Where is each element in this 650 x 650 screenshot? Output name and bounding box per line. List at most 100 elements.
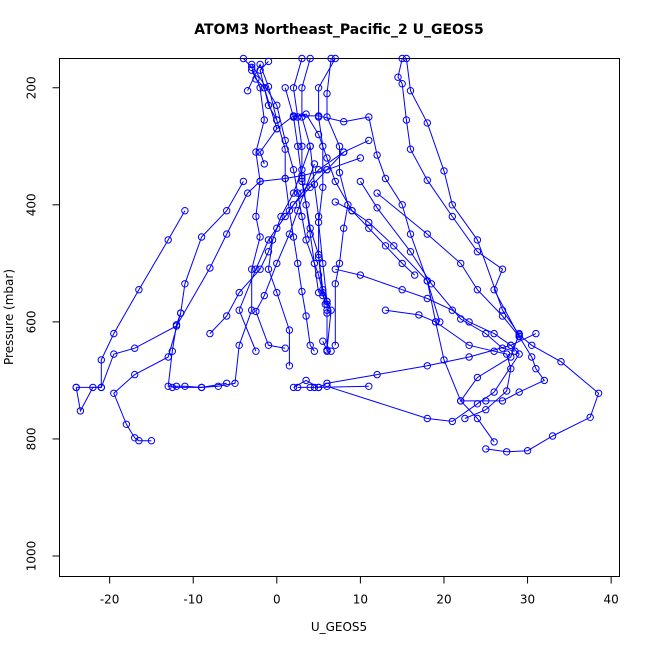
data-point xyxy=(273,259,281,268)
x-axis-label: U_GEOS5 xyxy=(311,620,367,634)
data-point xyxy=(314,383,323,392)
data-point xyxy=(298,189,306,197)
data-point xyxy=(97,356,106,364)
series-9 xyxy=(289,110,419,279)
data-point xyxy=(473,373,482,382)
series-line xyxy=(267,146,311,366)
data-point xyxy=(411,271,419,279)
data-point xyxy=(511,347,519,355)
data-point xyxy=(298,177,306,186)
data-point xyxy=(457,397,465,405)
series-line xyxy=(397,58,520,337)
data-point xyxy=(465,353,473,361)
data-point xyxy=(314,130,323,139)
data-point xyxy=(528,353,536,361)
series-10 xyxy=(256,112,498,446)
data-point xyxy=(281,84,289,92)
data-point xyxy=(273,125,281,133)
data-point xyxy=(302,201,310,209)
series-28 xyxy=(356,177,519,355)
data-point xyxy=(532,365,540,373)
data-point xyxy=(256,233,264,241)
series-25 xyxy=(373,189,548,405)
series-line xyxy=(259,115,495,443)
data-point xyxy=(223,207,231,215)
data-point xyxy=(273,101,281,110)
data-point xyxy=(557,358,565,366)
y-tick-label: 200 xyxy=(25,76,39,99)
data-point xyxy=(331,341,339,349)
data-point xyxy=(327,54,335,63)
data-point xyxy=(498,344,507,352)
series-line xyxy=(284,87,332,352)
data-point xyxy=(264,101,273,110)
data-point xyxy=(335,142,344,151)
data-point xyxy=(498,312,507,320)
data-point xyxy=(214,382,223,390)
data-point xyxy=(423,230,431,238)
series-29 xyxy=(331,198,444,326)
data-point xyxy=(252,347,260,355)
data-point xyxy=(289,112,298,120)
data-point xyxy=(168,347,177,355)
series-12 xyxy=(164,309,231,392)
data-point xyxy=(373,370,381,379)
y-tick-label: 800 xyxy=(25,427,39,450)
data-point xyxy=(327,347,335,355)
data-point xyxy=(498,397,507,405)
data-point xyxy=(281,174,289,183)
data-point xyxy=(323,166,331,174)
data-point xyxy=(356,177,365,186)
data-point xyxy=(298,142,306,151)
x-tick-label: 30 xyxy=(520,593,535,607)
data-point xyxy=(594,389,603,397)
y-tick-label: 400 xyxy=(25,193,39,216)
data-point xyxy=(515,388,523,396)
data-point xyxy=(248,306,256,314)
data-point xyxy=(298,212,306,221)
data-point xyxy=(314,84,323,92)
data-point xyxy=(327,306,335,314)
data-point xyxy=(465,341,473,349)
data-point xyxy=(285,230,294,238)
data-point xyxy=(285,326,294,334)
data-point xyxy=(482,406,490,414)
data-point xyxy=(402,54,411,63)
data-point xyxy=(181,382,189,390)
data-point xyxy=(239,177,248,186)
data-point xyxy=(398,286,406,294)
data-point xyxy=(335,259,344,268)
data-point xyxy=(473,248,482,256)
series-line xyxy=(376,192,546,402)
data-point xyxy=(482,445,490,453)
data-point xyxy=(319,259,327,268)
series-26 xyxy=(381,306,515,423)
data-point xyxy=(331,54,339,63)
series-21 xyxy=(264,142,314,370)
data-point xyxy=(340,148,348,156)
data-point xyxy=(264,265,273,273)
x-axis: -20 -10 0 10 20 30 40 xyxy=(100,576,619,607)
series-16 xyxy=(314,54,339,314)
data-point xyxy=(294,259,302,268)
data-point xyxy=(252,148,260,156)
series-20 xyxy=(252,160,319,352)
series-18 xyxy=(235,136,373,355)
data-point xyxy=(461,414,469,423)
data-point xyxy=(340,118,348,126)
data-point xyxy=(523,447,532,455)
data-point xyxy=(277,212,285,221)
data-point xyxy=(285,362,294,370)
data-point xyxy=(340,224,348,232)
data-point xyxy=(281,145,289,153)
data-point xyxy=(289,383,298,392)
data-point xyxy=(381,306,390,314)
data-point xyxy=(294,142,302,151)
series-line xyxy=(405,58,600,453)
y-tick-label: 1000 xyxy=(25,541,39,572)
data-point xyxy=(356,154,365,162)
series-22 xyxy=(294,382,373,392)
data-point xyxy=(381,174,390,183)
data-point xyxy=(231,379,239,387)
data-point xyxy=(172,321,181,329)
